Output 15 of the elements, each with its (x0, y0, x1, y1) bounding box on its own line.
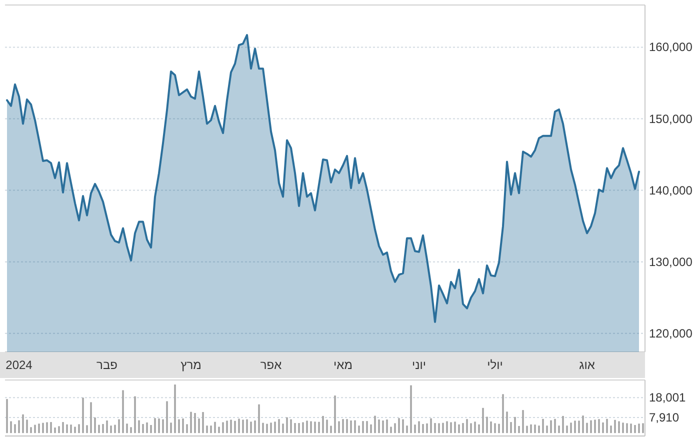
y-tick-label: 120,000 (649, 326, 693, 340)
x-tick-label: יוני (412, 358, 426, 372)
x-tick-label: פבר (96, 358, 118, 372)
y-tick-label: 150,000 (649, 112, 693, 126)
y-tick-label: 140,000 (649, 183, 693, 198)
x-tick-label: מרץ (180, 358, 202, 372)
y-tick-label: 7,910 (649, 410, 680, 425)
x-tick-label: מאי (334, 358, 352, 372)
x-tick-label: אפר (260, 358, 282, 372)
x-tick-label: יולי (487, 358, 503, 372)
x-tick-label: אוג (579, 358, 596, 372)
x-tick-label: 2024 (6, 358, 33, 372)
y-tick-label: 130,000 (649, 254, 693, 269)
y-tick-label: 18,001 (649, 390, 686, 405)
y-tick-label: 160,000 (649, 40, 693, 54)
